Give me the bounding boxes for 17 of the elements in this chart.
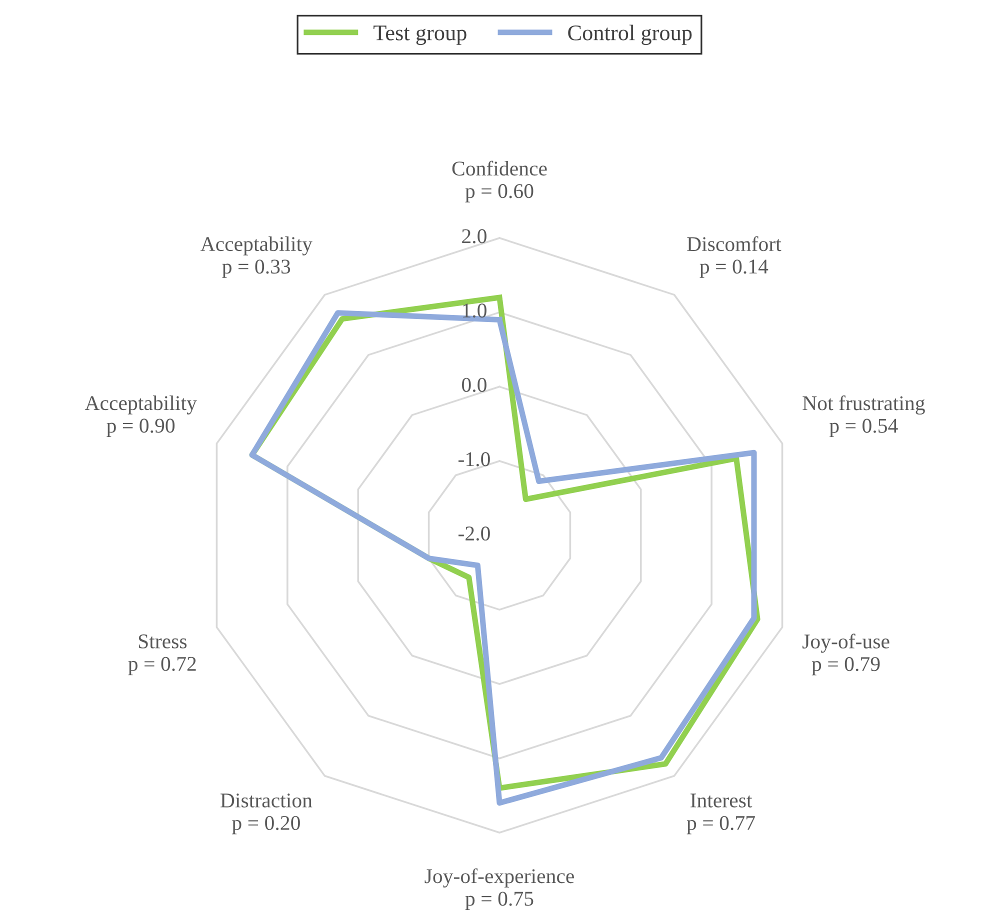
spoke-label: Discomfort p = 0.14 — [687, 236, 782, 278]
y-tick-label: 1.0 — [463, 304, 486, 318]
y-tick-label: -1.0 — [458, 452, 490, 466]
y-tick-label: 0.0 — [462, 378, 486, 392]
spoke-label: Not frustrating p = 0.54 — [802, 395, 925, 438]
spoke-label: Acceptability p = 0.33 — [200, 236, 312, 278]
spoke-label: Stress p = 0.72 — [128, 634, 196, 676]
spoke-label: Interest p = 0.77 — [686, 794, 755, 834]
y-tick-label: -2.0 — [458, 526, 490, 541]
spoke-label: Distraction p = 0.20 — [220, 793, 312, 834]
legend-label: Control group — [568, 24, 692, 45]
legend-label: Test group — [374, 26, 466, 45]
spoke-label: Confidence p = 0.60 — [452, 160, 547, 202]
spoke-label: Joy-of-experience p = 0.75 — [424, 868, 574, 910]
y-tick-label: 2.0 — [462, 229, 486, 244]
spoke-label: Joy-of-use p = 0.79 — [802, 634, 890, 676]
spoke-label: Acceptability p = 0.90 — [84, 395, 197, 437]
